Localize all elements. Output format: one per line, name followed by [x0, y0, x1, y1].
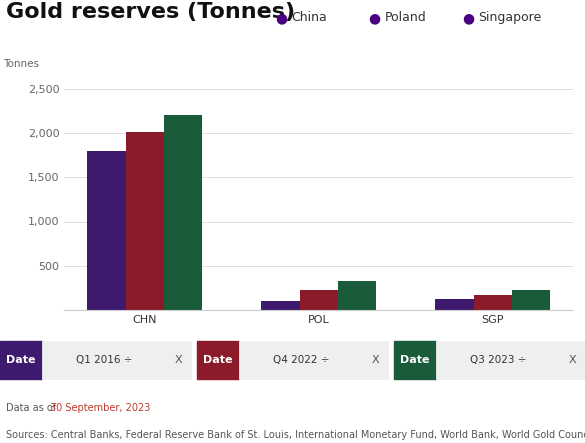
- Text: Gold reserves (Tonnes): Gold reserves (Tonnes): [6, 2, 295, 22]
- Text: Date: Date: [400, 355, 429, 365]
- Text: X: X: [372, 355, 380, 365]
- Bar: [164, 115, 202, 310]
- Text: ●: ●: [275, 11, 287, 25]
- Bar: [435, 299, 474, 310]
- Bar: [88, 151, 126, 310]
- Bar: [300, 290, 338, 310]
- Text: Tonnes: Tonnes: [3, 58, 39, 69]
- Text: Q4 2022 ÷: Q4 2022 ÷: [273, 355, 329, 365]
- Text: Date: Date: [203, 355, 233, 365]
- Text: China: China: [291, 11, 327, 24]
- Bar: [126, 132, 164, 310]
- Bar: [512, 290, 550, 310]
- Bar: [261, 301, 300, 310]
- Text: ●: ●: [369, 11, 381, 25]
- Bar: [474, 295, 512, 310]
- Text: Q3 2023 ÷: Q3 2023 ÷: [470, 355, 526, 365]
- Text: X: X: [569, 355, 576, 365]
- Text: Date: Date: [6, 355, 36, 365]
- Bar: [338, 281, 376, 310]
- Text: X: X: [175, 355, 183, 365]
- Text: Singapore: Singapore: [479, 11, 542, 24]
- Text: 30 September, 2023: 30 September, 2023: [50, 403, 150, 413]
- Text: ●: ●: [462, 11, 474, 25]
- Text: Sources: Central Banks, Federal Reserve Bank of St. Louis, International Monetar: Sources: Central Banks, Federal Reserve …: [6, 430, 585, 440]
- Text: Poland: Poland: [385, 11, 426, 24]
- Text: Q1 2016 ÷: Q1 2016 ÷: [76, 355, 132, 365]
- Text: Data as of: Data as of: [6, 403, 59, 413]
